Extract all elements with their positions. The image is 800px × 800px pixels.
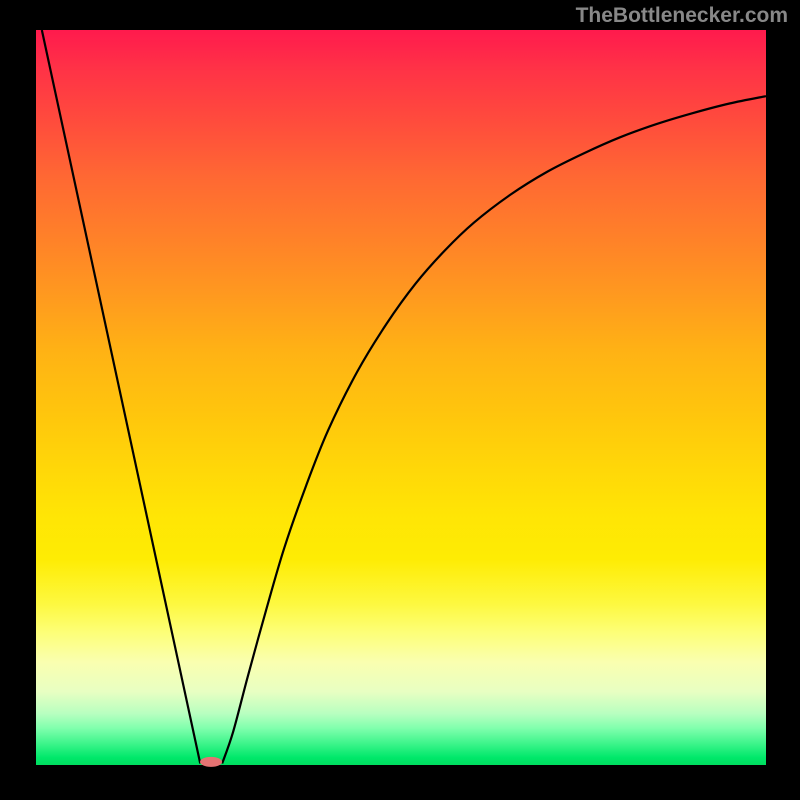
curve-svg xyxy=(36,30,766,765)
min-point-marker xyxy=(200,757,222,767)
right-ascent-curve xyxy=(222,96,766,763)
chart-container: TheBottlenecker.com xyxy=(0,0,800,800)
plot-area xyxy=(36,30,766,765)
watermark-text: TheBottlenecker.com xyxy=(576,4,788,28)
left-descent-line xyxy=(42,30,200,764)
